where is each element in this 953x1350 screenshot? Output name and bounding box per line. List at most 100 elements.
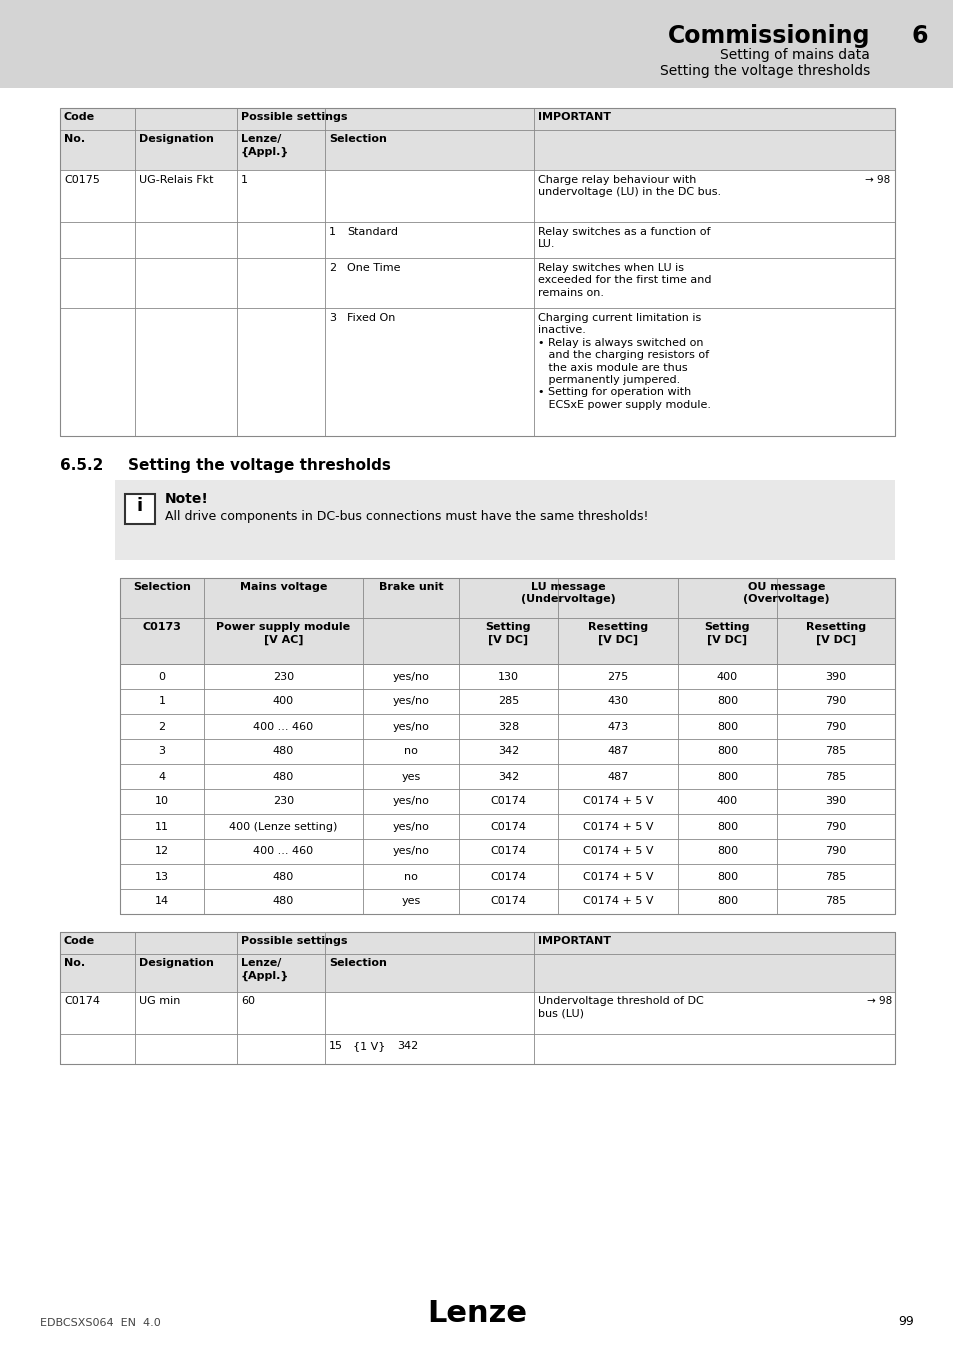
Text: 487: 487 bbox=[607, 771, 628, 782]
Text: yes/no: yes/no bbox=[392, 721, 429, 732]
Text: 790: 790 bbox=[824, 721, 845, 732]
Text: Designation: Designation bbox=[139, 958, 213, 968]
Text: 785: 785 bbox=[824, 872, 845, 882]
Text: 15: 15 bbox=[329, 1041, 343, 1052]
Text: Fixed On: Fixed On bbox=[347, 313, 395, 323]
Text: C0174 + 5 V: C0174 + 5 V bbox=[582, 896, 653, 906]
Text: Setting the voltage thresholds: Setting the voltage thresholds bbox=[659, 63, 869, 78]
Text: C0174: C0174 bbox=[490, 822, 526, 832]
Text: yes/no: yes/no bbox=[392, 846, 429, 856]
Bar bbox=[120, 788, 894, 814]
Text: 285: 285 bbox=[497, 697, 518, 706]
Text: 800: 800 bbox=[717, 747, 738, 756]
Text: 400 ... 460: 400 ... 460 bbox=[253, 721, 314, 732]
Text: 11: 11 bbox=[154, 822, 169, 832]
Text: 99: 99 bbox=[898, 1315, 913, 1328]
Text: 230: 230 bbox=[273, 796, 294, 806]
Text: 130: 130 bbox=[497, 671, 518, 682]
Text: Charge relay behaviour with
undervoltage (LU) in the DC bus.: Charge relay behaviour with undervoltage… bbox=[537, 176, 720, 197]
Text: 390: 390 bbox=[824, 671, 845, 682]
Text: Relay switches as a function of
LU.: Relay switches as a function of LU. bbox=[537, 227, 710, 250]
Bar bbox=[120, 890, 894, 914]
Text: 3: 3 bbox=[158, 747, 165, 756]
Text: LU message
(Undervoltage): LU message (Undervoltage) bbox=[520, 582, 616, 605]
Text: 800: 800 bbox=[717, 872, 738, 882]
Text: Commissioning: Commissioning bbox=[667, 24, 869, 49]
Bar bbox=[60, 931, 894, 1064]
Text: EDBCSXS064  EN  4.0: EDBCSXS064 EN 4.0 bbox=[40, 1318, 161, 1328]
Text: 785: 785 bbox=[824, 771, 845, 782]
Text: No.: No. bbox=[64, 958, 85, 968]
Text: C0173: C0173 bbox=[142, 622, 181, 632]
Text: C0174: C0174 bbox=[490, 872, 526, 882]
Text: All drive components in DC-bus connections must have the same thresholds!: All drive components in DC-bus connectio… bbox=[165, 510, 648, 522]
Text: 400 (Lenze setting): 400 (Lenze setting) bbox=[229, 822, 337, 832]
Text: 480: 480 bbox=[273, 747, 294, 756]
Text: Setting
[V DC]: Setting [V DC] bbox=[704, 622, 749, 645]
Bar bbox=[60, 108, 894, 130]
Text: 2: 2 bbox=[329, 263, 335, 273]
Text: No.: No. bbox=[64, 134, 85, 144]
Text: Charging current limitation is
inactive.
• Relay is always switched on
   and th: Charging current limitation is inactive.… bbox=[537, 313, 710, 410]
Bar bbox=[120, 578, 894, 914]
Bar bbox=[60, 130, 894, 170]
Bar bbox=[60, 108, 894, 436]
Text: Brake unit: Brake unit bbox=[378, 582, 443, 593]
Text: Lenze/
{Appl.}: Lenze/ {Appl.} bbox=[241, 958, 289, 980]
Text: UG-Relais Fkt: UG-Relais Fkt bbox=[139, 176, 213, 185]
Bar bbox=[60, 170, 894, 221]
Text: 785: 785 bbox=[824, 896, 845, 906]
Text: 1: 1 bbox=[158, 697, 165, 706]
Bar bbox=[60, 308, 894, 436]
Text: 800: 800 bbox=[717, 822, 738, 832]
Text: Relay switches when LU is
exceeded for the first time and
remains on.: Relay switches when LU is exceeded for t… bbox=[537, 263, 711, 298]
Text: OU message
(Overvoltage): OU message (Overvoltage) bbox=[742, 582, 829, 605]
Text: 400: 400 bbox=[717, 671, 738, 682]
Text: 14: 14 bbox=[154, 896, 169, 906]
Text: IMPORTANT: IMPORTANT bbox=[537, 112, 610, 122]
Bar bbox=[120, 764, 894, 788]
Bar bbox=[60, 954, 894, 992]
Text: Setting of mains data: Setting of mains data bbox=[720, 49, 869, 62]
Text: 2: 2 bbox=[158, 721, 166, 732]
Text: Standard: Standard bbox=[347, 227, 397, 238]
Text: One Time: One Time bbox=[347, 263, 400, 273]
Text: 12: 12 bbox=[154, 846, 169, 856]
Text: Power supply module
[V AC]: Power supply module [V AC] bbox=[216, 622, 350, 645]
Text: C0174 + 5 V: C0174 + 5 V bbox=[582, 872, 653, 882]
Text: 6.5.2: 6.5.2 bbox=[60, 458, 103, 472]
Text: 275: 275 bbox=[607, 671, 628, 682]
Text: 430: 430 bbox=[607, 697, 628, 706]
Text: 790: 790 bbox=[824, 846, 845, 856]
Text: i: i bbox=[137, 497, 143, 514]
Text: C0174: C0174 bbox=[490, 796, 526, 806]
Bar bbox=[120, 578, 894, 618]
Text: 13: 13 bbox=[154, 872, 169, 882]
Text: 390: 390 bbox=[824, 796, 845, 806]
Text: 480: 480 bbox=[273, 771, 294, 782]
Bar bbox=[60, 992, 894, 1034]
Text: 400 ... 460: 400 ... 460 bbox=[253, 846, 314, 856]
Text: C0174 + 5 V: C0174 + 5 V bbox=[582, 822, 653, 832]
Text: 790: 790 bbox=[824, 822, 845, 832]
Bar bbox=[120, 838, 894, 864]
Text: 800: 800 bbox=[717, 721, 738, 732]
Text: 0: 0 bbox=[158, 671, 165, 682]
Text: 800: 800 bbox=[717, 771, 738, 782]
Text: 400: 400 bbox=[717, 796, 738, 806]
Text: 3: 3 bbox=[329, 313, 335, 323]
Text: Designation: Designation bbox=[139, 134, 213, 144]
Text: yes/no: yes/no bbox=[392, 822, 429, 832]
Text: Selection: Selection bbox=[132, 582, 191, 593]
Text: 800: 800 bbox=[717, 846, 738, 856]
Text: C0174: C0174 bbox=[490, 896, 526, 906]
Text: Note!: Note! bbox=[165, 491, 209, 506]
Bar bbox=[60, 931, 894, 954]
Text: C0174: C0174 bbox=[490, 846, 526, 856]
Text: Lenze: Lenze bbox=[427, 1299, 526, 1328]
Text: C0174 + 5 V: C0174 + 5 V bbox=[582, 846, 653, 856]
Bar bbox=[0, 0, 953, 88]
Text: 328: 328 bbox=[497, 721, 518, 732]
Text: 480: 480 bbox=[273, 872, 294, 882]
Text: yes: yes bbox=[401, 896, 420, 906]
